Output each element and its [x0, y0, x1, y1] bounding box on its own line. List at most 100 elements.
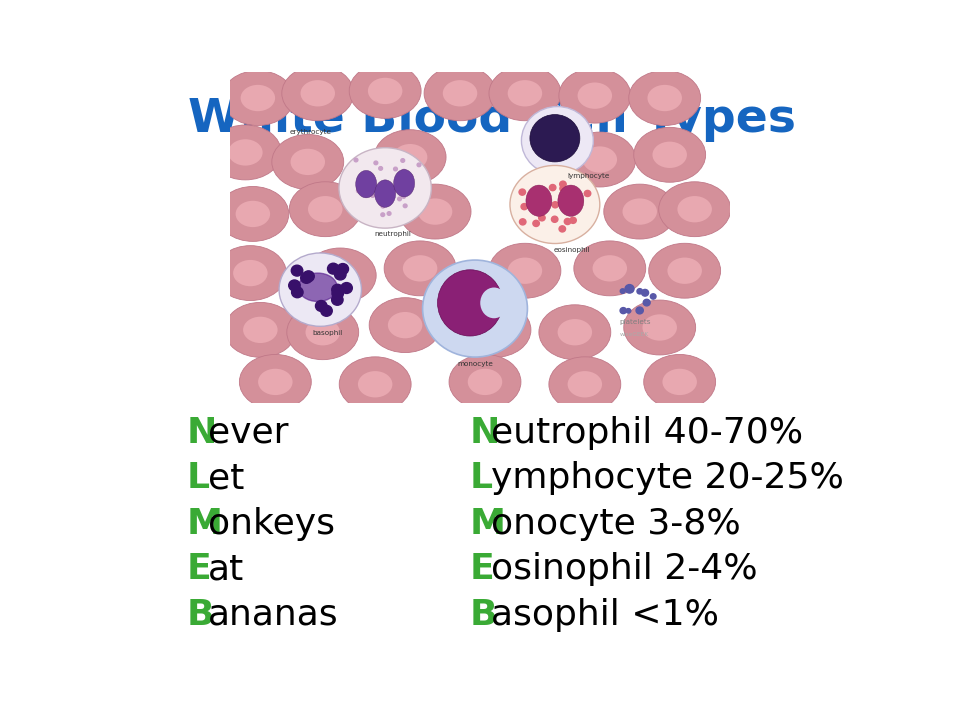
Circle shape	[334, 269, 346, 280]
Circle shape	[397, 197, 401, 201]
Circle shape	[636, 307, 643, 314]
Ellipse shape	[239, 354, 311, 410]
Ellipse shape	[662, 369, 697, 395]
Ellipse shape	[567, 371, 602, 397]
Text: eutrophil 40-70%: eutrophil 40-70%	[491, 416, 803, 450]
Ellipse shape	[559, 68, 631, 123]
Ellipse shape	[289, 181, 361, 237]
Ellipse shape	[558, 185, 584, 216]
Text: basophil: basophil	[313, 330, 343, 336]
Ellipse shape	[339, 148, 431, 228]
Text: E: E	[187, 552, 212, 586]
Circle shape	[403, 204, 407, 207]
Circle shape	[289, 280, 300, 291]
Ellipse shape	[394, 169, 415, 197]
Circle shape	[394, 167, 397, 171]
Ellipse shape	[356, 171, 376, 198]
Circle shape	[521, 204, 528, 210]
Text: ymphocyte 20-25%: ymphocyte 20-25%	[491, 462, 844, 495]
Ellipse shape	[403, 255, 438, 282]
Ellipse shape	[422, 260, 527, 357]
Ellipse shape	[667, 258, 702, 284]
Ellipse shape	[217, 186, 289, 241]
Ellipse shape	[272, 135, 344, 189]
Text: B: B	[187, 598, 214, 631]
Text: lymphocyte: lymphocyte	[567, 174, 610, 179]
Ellipse shape	[634, 127, 706, 182]
Ellipse shape	[374, 180, 396, 207]
Ellipse shape	[478, 317, 513, 343]
Ellipse shape	[233, 260, 268, 287]
Ellipse shape	[418, 199, 452, 225]
Ellipse shape	[241, 85, 276, 111]
Circle shape	[300, 272, 312, 283]
Circle shape	[364, 176, 368, 180]
Ellipse shape	[258, 369, 293, 395]
Ellipse shape	[644, 354, 715, 410]
Text: eosinophil: eosinophil	[554, 247, 590, 253]
Circle shape	[620, 289, 625, 293]
Ellipse shape	[291, 149, 325, 175]
Circle shape	[381, 213, 385, 217]
Ellipse shape	[225, 302, 297, 357]
Circle shape	[536, 207, 542, 213]
Ellipse shape	[624, 300, 696, 355]
Ellipse shape	[300, 80, 335, 107]
Ellipse shape	[384, 241, 456, 296]
Ellipse shape	[214, 246, 286, 300]
Ellipse shape	[299, 273, 337, 302]
Circle shape	[570, 217, 576, 223]
Ellipse shape	[438, 270, 502, 336]
Ellipse shape	[424, 66, 496, 121]
Circle shape	[625, 284, 634, 293]
Circle shape	[620, 307, 627, 314]
Circle shape	[332, 284, 344, 295]
Ellipse shape	[393, 144, 427, 171]
Circle shape	[402, 194, 406, 198]
Circle shape	[626, 309, 631, 313]
Ellipse shape	[468, 369, 502, 395]
Text: White Blood Cell Types: White Blood Cell Types	[188, 97, 796, 142]
Circle shape	[374, 161, 378, 165]
Ellipse shape	[583, 146, 617, 173]
Circle shape	[387, 212, 391, 215]
Circle shape	[643, 300, 650, 306]
Ellipse shape	[578, 83, 612, 109]
Circle shape	[354, 158, 358, 162]
Ellipse shape	[349, 63, 421, 118]
Circle shape	[402, 169, 406, 173]
Ellipse shape	[489, 243, 561, 298]
Ellipse shape	[358, 371, 393, 397]
Text: N: N	[469, 416, 500, 450]
Text: E: E	[469, 552, 494, 586]
Circle shape	[571, 206, 578, 212]
Ellipse shape	[287, 305, 359, 360]
Ellipse shape	[228, 139, 263, 166]
Circle shape	[560, 204, 566, 210]
Ellipse shape	[564, 132, 636, 187]
Text: B: B	[469, 598, 497, 631]
Ellipse shape	[659, 181, 731, 237]
Ellipse shape	[508, 258, 542, 284]
Circle shape	[379, 166, 382, 170]
Ellipse shape	[574, 241, 646, 296]
Text: at: at	[207, 552, 244, 586]
Circle shape	[636, 289, 642, 294]
Circle shape	[552, 202, 559, 208]
Circle shape	[585, 190, 590, 197]
Ellipse shape	[510, 166, 600, 243]
Ellipse shape	[374, 130, 446, 184]
Ellipse shape	[279, 253, 361, 326]
Ellipse shape	[604, 184, 676, 239]
Ellipse shape	[539, 305, 611, 360]
Text: onkeys: onkeys	[207, 507, 335, 541]
Circle shape	[291, 265, 302, 276]
Circle shape	[316, 300, 327, 311]
Ellipse shape	[480, 287, 508, 318]
Ellipse shape	[308, 196, 343, 222]
Circle shape	[327, 264, 339, 274]
Circle shape	[332, 288, 344, 299]
Circle shape	[331, 294, 343, 305]
Ellipse shape	[629, 71, 701, 125]
Text: neutrophil: neutrophil	[374, 231, 411, 237]
